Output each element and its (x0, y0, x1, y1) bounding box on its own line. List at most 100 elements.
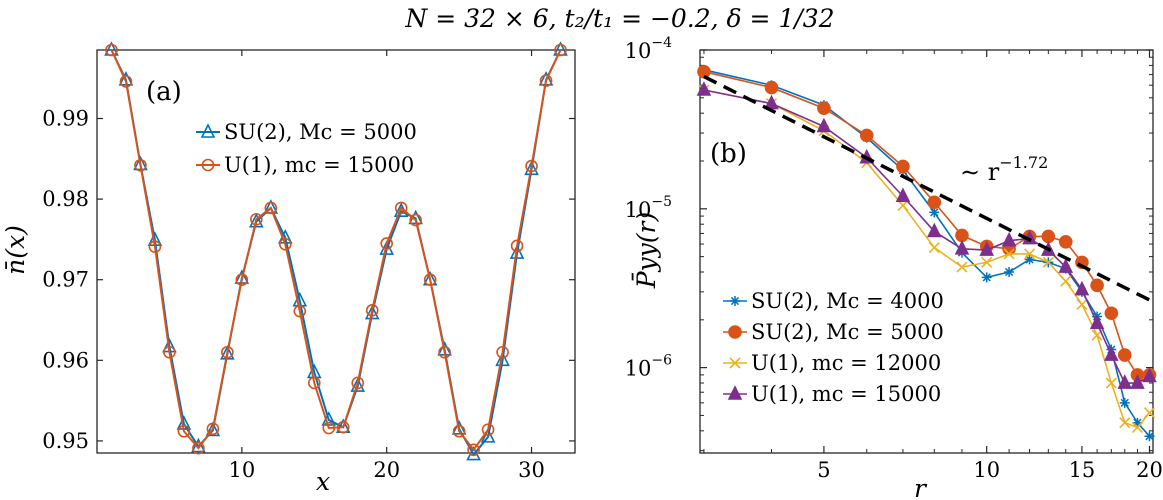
data-point (192, 441, 205, 455)
y-tick-label: 0.95 (42, 429, 89, 453)
data-point (979, 241, 995, 256)
data-point (220, 345, 235, 360)
series-2 (697, 64, 1157, 382)
legend-entry: SU(2), Mc = 5000 (723, 320, 944, 344)
series-line (703, 89, 1151, 429)
y-tick-exponent: −5 (651, 194, 672, 210)
data-point (496, 345, 509, 359)
data-point (119, 75, 133, 88)
series-2 (105, 43, 567, 457)
data-point (1117, 374, 1133, 389)
data-point (235, 273, 249, 287)
legend-label: U(1), mc = 15000 (224, 153, 414, 177)
y-tick-label: 10−6 (625, 353, 672, 381)
data-point (927, 195, 942, 210)
legend-marker (729, 357, 741, 369)
panel-b-ylabel: P̄yy(r) (632, 212, 661, 290)
data-point (817, 101, 831, 116)
data-point (897, 199, 909, 212)
legend-label: SU(2), Mc = 4000 (751, 289, 944, 313)
data-point (1104, 306, 1119, 321)
data-point (697, 64, 711, 79)
series-line (703, 70, 1150, 376)
data-point (929, 207, 940, 218)
data-point (1131, 421, 1144, 434)
panel-b-series (696, 64, 1157, 442)
data-point (981, 256, 993, 268)
legend-marker (727, 385, 743, 400)
data-point (1024, 254, 1035, 265)
data-point (954, 240, 970, 255)
x-tick-label: 15 (1069, 458, 1096, 482)
data-point (1119, 397, 1130, 408)
x-tick-label: 20 (373, 458, 400, 482)
panel-a-label: (a) (146, 77, 182, 107)
data-point (525, 159, 538, 173)
legend-label: SU(2), Mc = 5000 (224, 120, 417, 144)
data-point (1001, 231, 1017, 247)
legend-entry: U(1), mc = 15000 (196, 153, 414, 177)
annotation-base: ∼ r (960, 158, 1000, 186)
x-tick-label: 10 (228, 458, 255, 482)
legend-label: SU(2), Mc = 5000 (751, 320, 944, 344)
data-point (928, 242, 940, 254)
data-point (105, 43, 118, 57)
data-point (365, 304, 379, 317)
data-point (409, 213, 422, 227)
data-point (1041, 229, 1056, 244)
data-point (1142, 367, 1157, 383)
legend-marker (200, 123, 216, 138)
data-point (350, 377, 366, 392)
legend-marker (201, 158, 215, 172)
data-point (250, 212, 263, 226)
y-tick-exponent: −4 (651, 35, 672, 51)
data-point (981, 272, 992, 283)
data-point (1117, 348, 1132, 362)
x-tick-label: 10 (973, 458, 1000, 482)
legend-entry: U(1), mc = 12000 (723, 351, 941, 375)
data-point (307, 376, 321, 390)
data-point (509, 244, 525, 259)
data-point (927, 222, 942, 238)
data-point (221, 345, 234, 359)
data-point (1119, 417, 1131, 429)
data-point (481, 423, 495, 436)
panel-b-xlabel: r (914, 474, 928, 500)
y-tick-exponent: −6 (651, 353, 672, 369)
legend-marker (728, 325, 742, 339)
x-tick-label: 20 (1136, 458, 1163, 482)
panel-b-annotation: ∼ r−1.72 (960, 153, 1048, 186)
data-point (1132, 417, 1143, 428)
panel-b-legend: SU(2), Mc = 4000 SU(2), Mc = 5000 U(1), mc… (723, 289, 944, 406)
data-point (480, 428, 496, 443)
data-point (956, 261, 968, 273)
panel-a: 10 20 30 0.95 0.96 0.97 0.98 0.99 (a) x n̄(x) S… (1, 41, 576, 496)
legend-marker (730, 296, 740, 306)
data-point (279, 237, 292, 251)
data-point (336, 420, 350, 434)
data-point (177, 424, 191, 438)
data-point (380, 237, 393, 250)
data-point (1089, 314, 1105, 330)
data-point (816, 117, 832, 133)
data-point (495, 351, 510, 367)
data-point (1130, 374, 1145, 389)
data-point (764, 80, 779, 95)
legend-entry: U(1), mc = 15000 (723, 382, 941, 406)
legend-entry: SU(2), Mc = 4000 (723, 289, 944, 313)
y-tick-base: 10 (625, 357, 652, 381)
data-point (554, 43, 567, 57)
data-point (1143, 407, 1156, 419)
legend-label: U(1), mc = 15000 (751, 382, 941, 406)
data-point (452, 424, 466, 438)
data-point (1004, 267, 1015, 278)
legend-entry: SU(2), Mc = 5000 (196, 120, 417, 144)
data-point (364, 304, 380, 320)
data-point (955, 228, 969, 243)
data-point (1058, 234, 1073, 249)
figure-title: N = 32 × 6, t₂/t₁ = −0.2, δ = 1/32 (404, 4, 834, 33)
y-tick-label: 0.99 (42, 107, 89, 131)
data-point (205, 421, 221, 437)
data-point (1144, 431, 1155, 442)
